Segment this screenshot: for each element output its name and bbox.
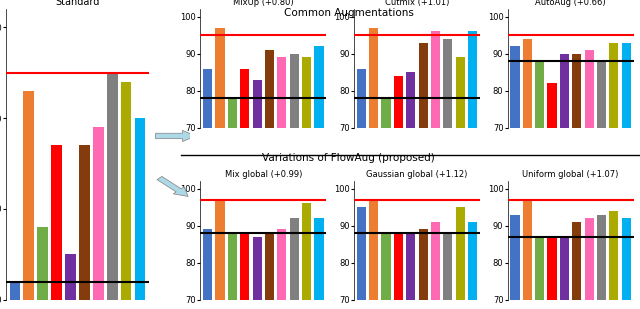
Bar bbox=[419, 229, 428, 300]
Bar bbox=[572, 54, 581, 128]
Bar bbox=[431, 32, 440, 128]
Bar bbox=[523, 39, 532, 128]
Bar bbox=[406, 233, 415, 300]
Bar bbox=[277, 229, 287, 300]
Title: Mix global (+0.99): Mix global (+0.99) bbox=[225, 170, 302, 179]
Bar bbox=[394, 76, 403, 128]
Bar bbox=[597, 214, 606, 300]
Title: MixUp (+0.80): MixUp (+0.80) bbox=[233, 0, 294, 7]
Bar bbox=[406, 72, 415, 128]
Bar bbox=[572, 222, 581, 300]
Bar bbox=[560, 237, 569, 300]
Bar bbox=[621, 218, 631, 300]
Bar bbox=[277, 57, 287, 128]
Bar bbox=[444, 233, 452, 300]
Title: Cutmix (+1.01): Cutmix (+1.01) bbox=[385, 0, 449, 7]
Bar bbox=[560, 54, 569, 128]
Bar bbox=[535, 237, 545, 300]
Bar bbox=[609, 211, 618, 300]
Bar bbox=[302, 203, 311, 300]
Title: Standard: Standard bbox=[55, 0, 100, 7]
Bar bbox=[228, 233, 237, 300]
Bar bbox=[216, 200, 225, 300]
Bar bbox=[369, 200, 378, 300]
Bar bbox=[419, 43, 428, 128]
Text: Variations of FlowAug (proposed): Variations of FlowAug (proposed) bbox=[262, 153, 435, 163]
Bar bbox=[253, 80, 262, 128]
Bar bbox=[547, 237, 557, 300]
Bar bbox=[37, 227, 48, 300]
Bar bbox=[381, 98, 391, 128]
Bar bbox=[289, 54, 299, 128]
Bar bbox=[468, 222, 477, 300]
Bar bbox=[240, 233, 250, 300]
Bar bbox=[597, 61, 606, 128]
Bar bbox=[203, 229, 212, 300]
Title: Gaussian global (+1.12): Gaussian global (+1.12) bbox=[366, 170, 468, 179]
Bar bbox=[24, 91, 34, 300]
Bar bbox=[356, 207, 366, 300]
Bar bbox=[51, 146, 62, 300]
Bar bbox=[621, 43, 631, 128]
Bar bbox=[609, 43, 618, 128]
Bar bbox=[584, 50, 594, 128]
Bar bbox=[431, 222, 440, 300]
Bar bbox=[394, 233, 403, 300]
Bar bbox=[468, 32, 477, 128]
Bar bbox=[511, 214, 520, 300]
Bar bbox=[65, 254, 76, 300]
Bar bbox=[203, 69, 212, 128]
Title: AutoAug (+0.66): AutoAug (+0.66) bbox=[535, 0, 606, 7]
Title: Uniform global (+1.07): Uniform global (+1.07) bbox=[522, 170, 619, 179]
Bar bbox=[79, 146, 90, 300]
Bar bbox=[369, 28, 378, 128]
Bar bbox=[444, 39, 452, 128]
Bar bbox=[314, 46, 323, 128]
Bar bbox=[253, 237, 262, 300]
Bar bbox=[535, 61, 545, 128]
Bar bbox=[547, 83, 557, 128]
Bar bbox=[265, 233, 274, 300]
Bar bbox=[456, 57, 465, 128]
Bar bbox=[93, 127, 104, 300]
Bar bbox=[107, 73, 118, 300]
Bar bbox=[216, 28, 225, 128]
Bar bbox=[381, 233, 391, 300]
Bar bbox=[121, 82, 131, 300]
Bar bbox=[240, 69, 250, 128]
FancyArrow shape bbox=[156, 130, 196, 142]
Bar bbox=[228, 98, 237, 128]
Bar bbox=[456, 207, 465, 300]
Bar bbox=[511, 46, 520, 128]
Bar bbox=[314, 218, 323, 300]
Bar bbox=[289, 218, 299, 300]
Bar bbox=[10, 281, 20, 300]
Bar bbox=[584, 218, 594, 300]
Bar bbox=[523, 200, 532, 300]
Bar bbox=[356, 69, 366, 128]
Bar bbox=[265, 50, 274, 128]
FancyArrow shape bbox=[157, 176, 188, 197]
Text: Common Augmentations: Common Augmentations bbox=[284, 8, 413, 18]
Bar bbox=[135, 118, 145, 300]
Bar bbox=[302, 57, 311, 128]
